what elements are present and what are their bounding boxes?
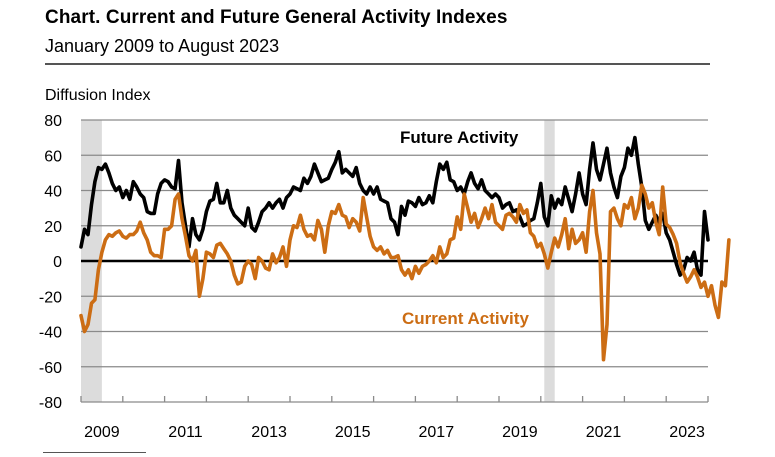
chart-subtitle: January 2009 to August 2023 xyxy=(45,36,280,56)
x-tick-label: 2017 xyxy=(419,424,455,441)
current-activity-line xyxy=(79,183,731,362)
chart-title: Chart. Current and Future General Activi… xyxy=(45,7,508,28)
future-activity-label: Future Activity xyxy=(400,128,519,147)
x-tick-label: 2015 xyxy=(335,424,371,441)
gridlines xyxy=(80,119,709,403)
x-tick-label: 2019 xyxy=(502,424,538,441)
y-axis-label: Diffusion Index xyxy=(45,87,151,104)
x-tick-label: 2013 xyxy=(251,424,287,441)
y-tick-label: 60 xyxy=(44,148,62,165)
future-activity-line xyxy=(79,135,710,277)
current-activity-label: Current Activity xyxy=(402,309,529,328)
y-tick-label: 0 xyxy=(53,254,62,271)
y-tick-label: -80 xyxy=(39,395,62,412)
y-tick-label: -20 xyxy=(39,289,62,306)
footer-divider xyxy=(43,452,146,453)
y-tick-label: 40 xyxy=(44,184,62,201)
y-tick-label: 20 xyxy=(44,219,62,236)
y-tick-labels: 80 60 40 20 0 -20 -40 -60 -80 xyxy=(39,113,62,412)
y-tick-label: -40 xyxy=(39,325,62,342)
x-tick-label: 2021 xyxy=(586,424,622,441)
x-tick-label: 2023 xyxy=(669,424,705,441)
x-tick-labels: 2009 2011 2013 2015 2017 2019 2021 2023 xyxy=(84,424,705,441)
y-tick-label: -60 xyxy=(39,360,62,377)
x-tick-label: 2011 xyxy=(168,424,203,441)
x-tick-label: 2009 xyxy=(84,424,120,441)
title-divider xyxy=(45,63,710,65)
y-tick-label: 80 xyxy=(44,113,62,130)
series-lines xyxy=(79,135,731,362)
